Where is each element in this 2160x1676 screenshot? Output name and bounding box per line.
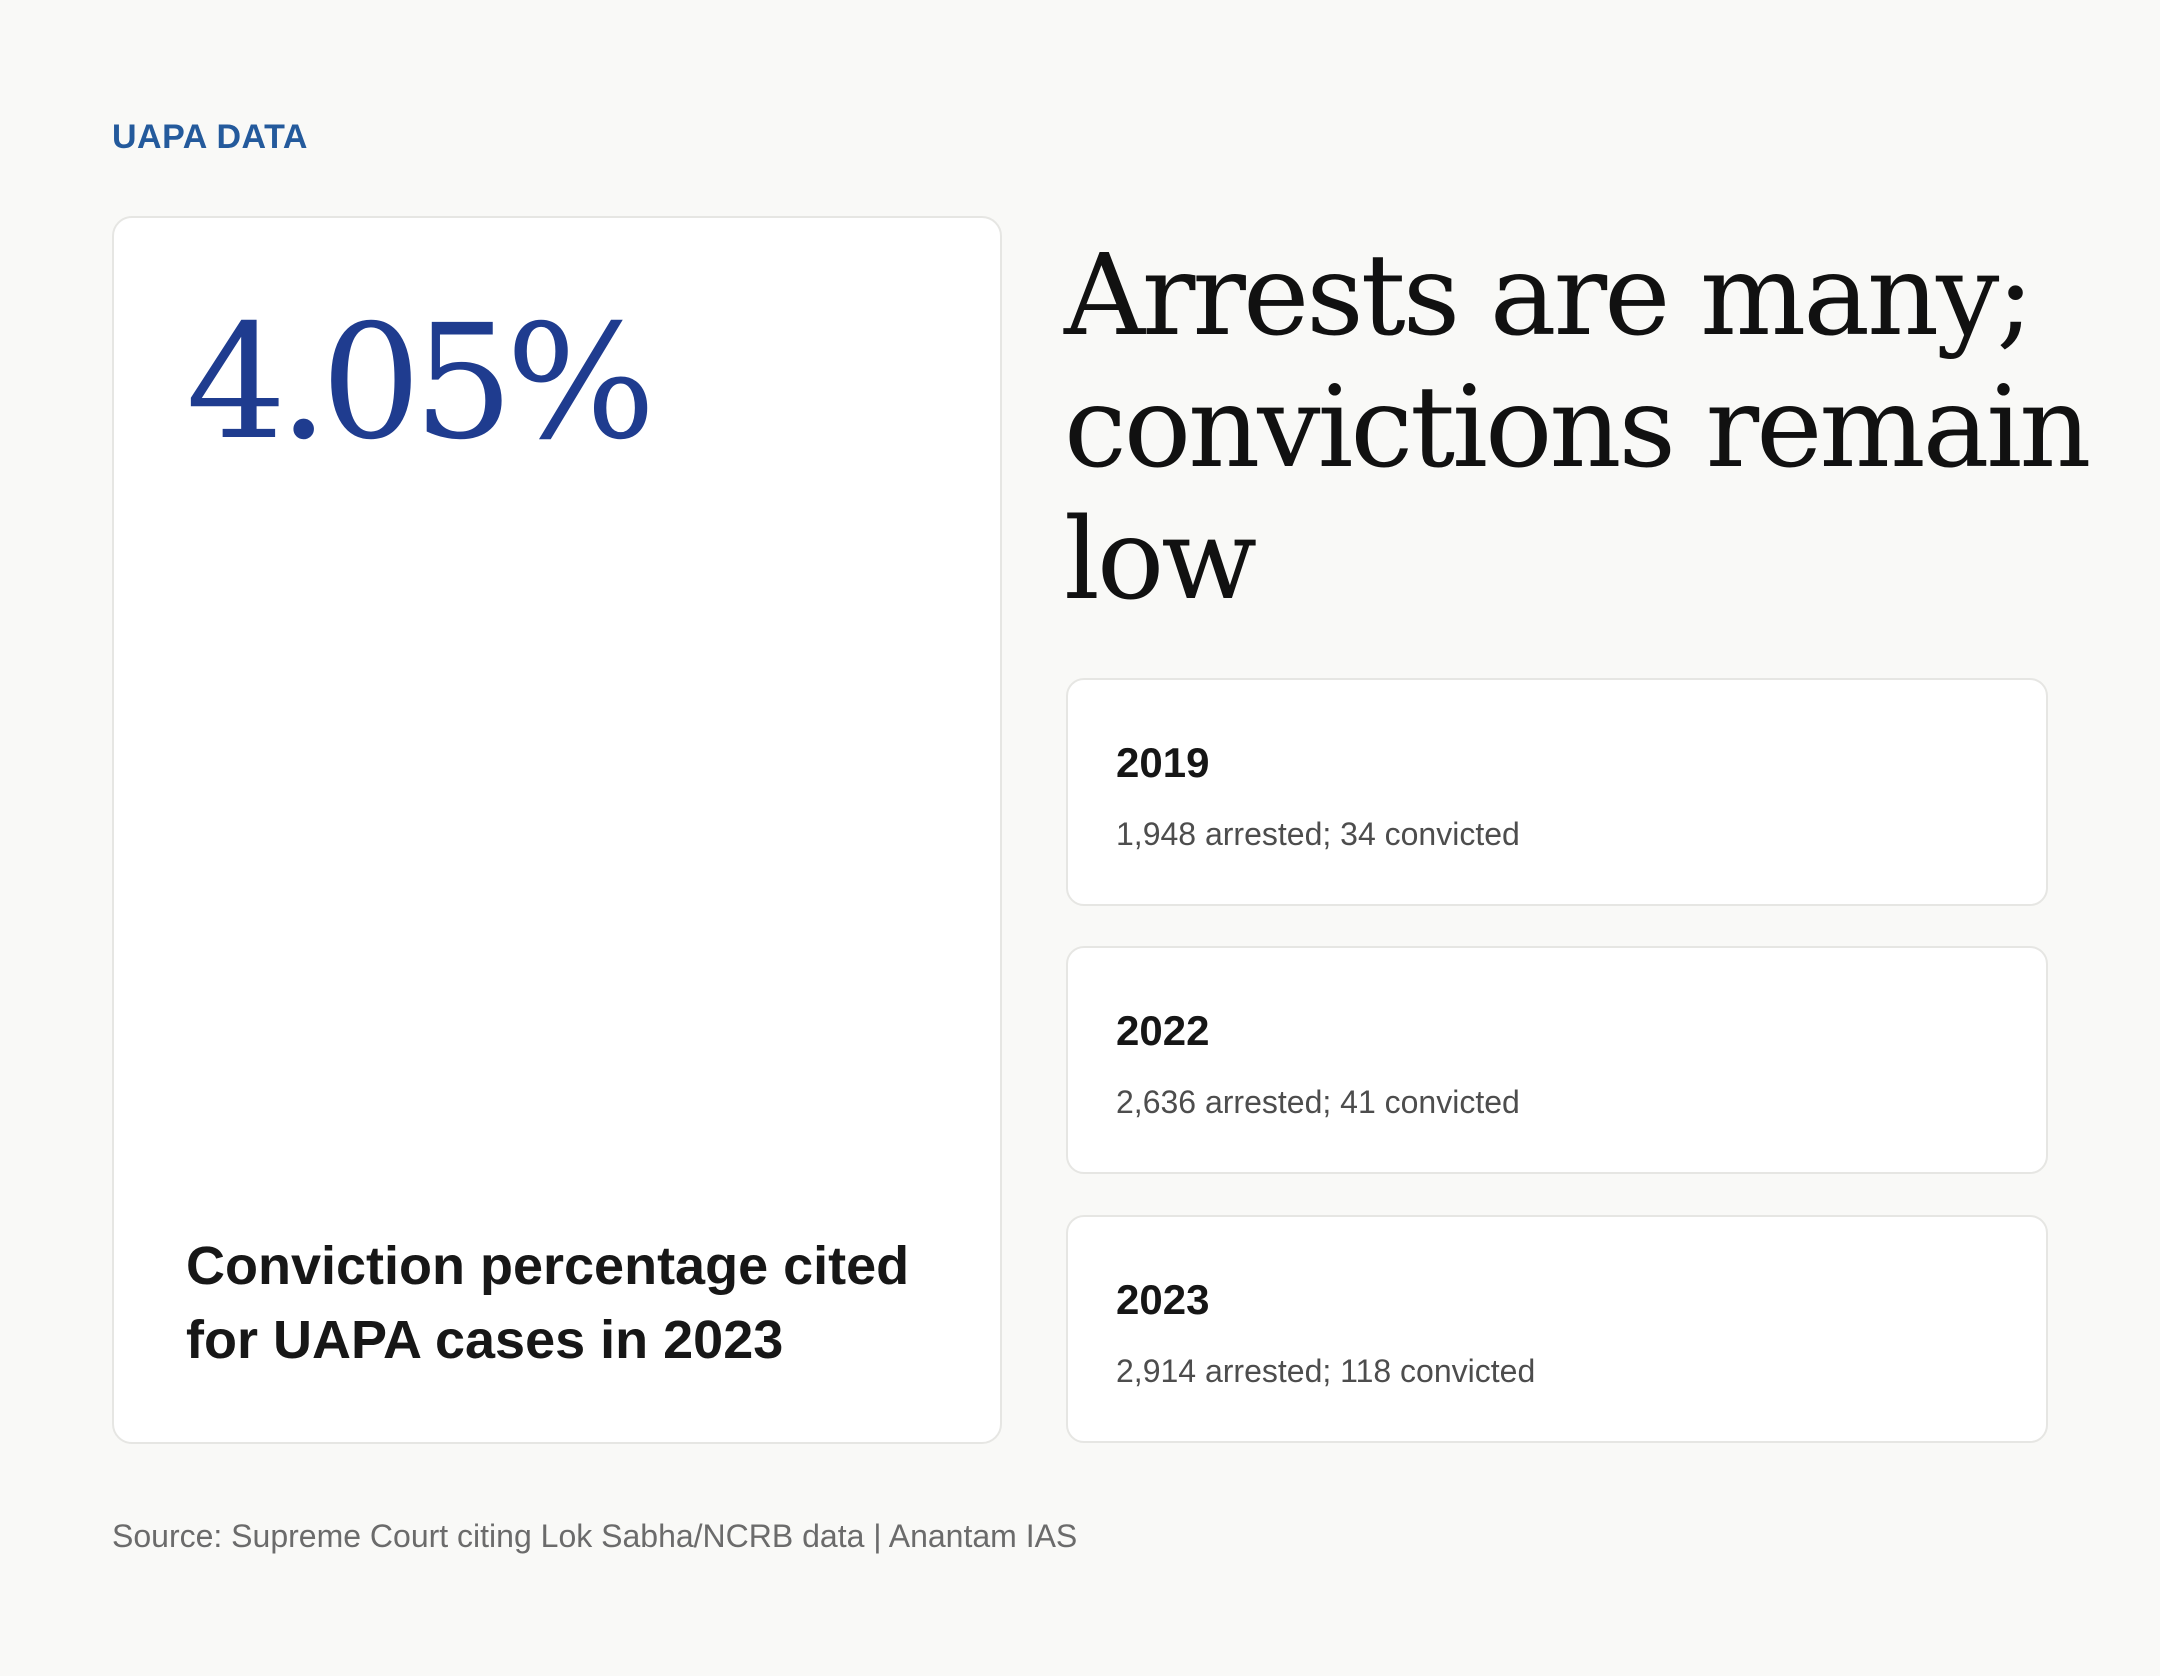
year-label: 2019	[1116, 739, 1210, 786]
source-note: Source: Supreme Court citing Lok Sabha/N…	[112, 1518, 1078, 1554]
stat-value: 4.05%	[186, 291, 656, 475]
year-card-2022: 2022 2,636 arrested; 41 convicted	[1066, 946, 2048, 1174]
year-label: 2022	[1116, 1007, 1210, 1054]
stat-caption: Conviction percentage cited for UAPA cas…	[186, 1236, 910, 1370]
year-label: 2023	[1116, 1276, 1210, 1323]
year-detail: 1,948 arrested; 34 convicted	[1116, 816, 1520, 852]
stat-card: 4.05% Conviction percentage cited for UA…	[112, 216, 1002, 1444]
section-eyebrow: UAPA DATA	[112, 118, 308, 156]
year-card-2019: 2019 1,948 arrested; 34 convicted	[1066, 678, 2048, 906]
year-detail: 2,636 arrested; 41 convicted	[1116, 1084, 1520, 1120]
headline: Arrests are many; convictions remain low	[1064, 231, 2091, 625]
year-card-2023: 2023 2,914 arrested; 118 convicted	[1066, 1215, 2048, 1443]
year-detail: 2,914 arrested; 118 convicted	[1116, 1353, 1536, 1389]
